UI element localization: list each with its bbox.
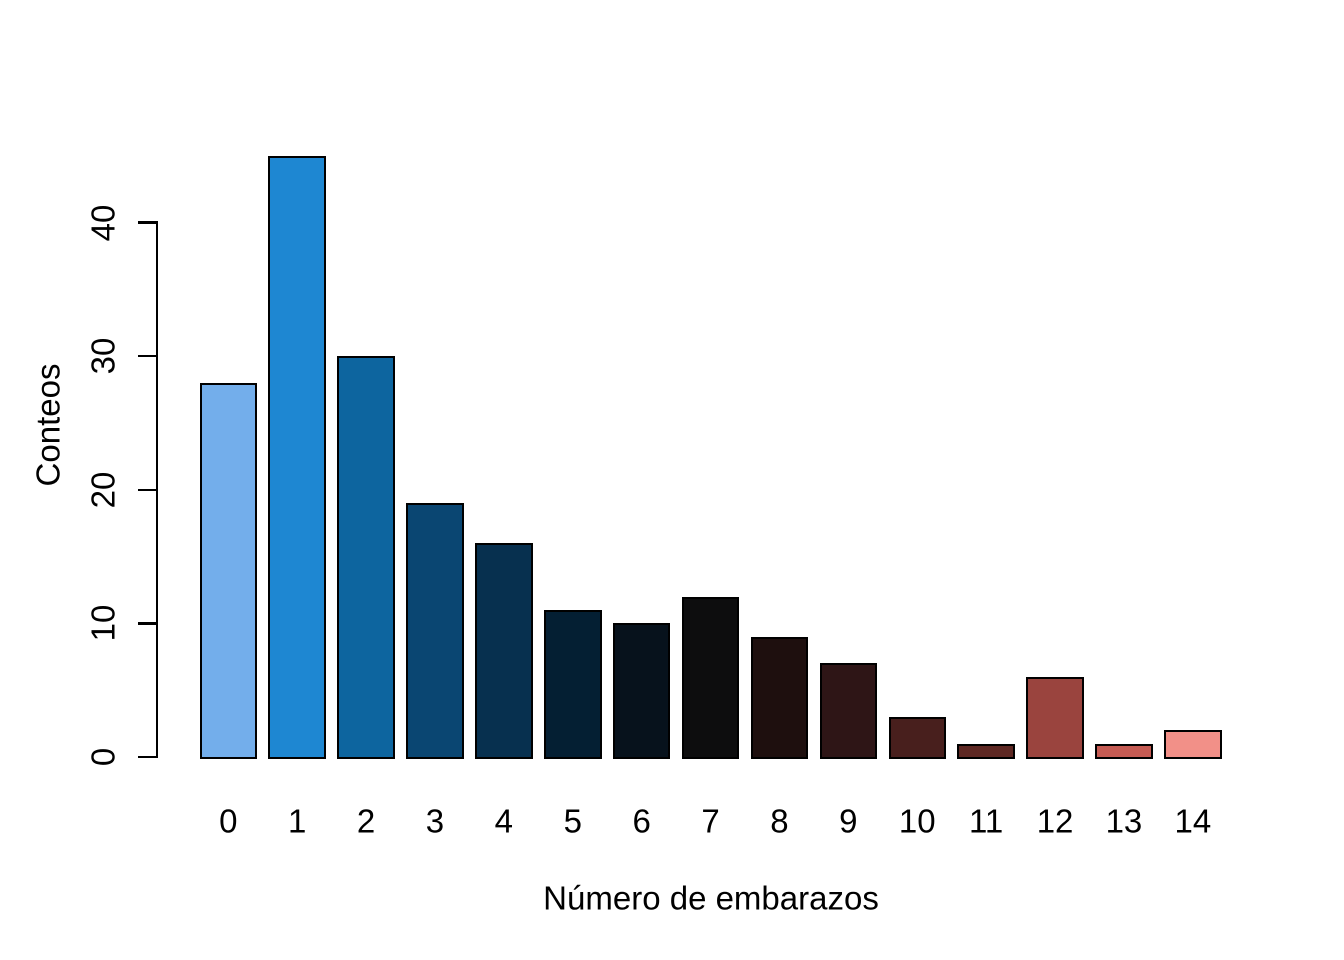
x-tick-label: 11: [969, 802, 1004, 840]
y-tick: [137, 755, 156, 759]
bar: [1095, 743, 1153, 760]
bar: [750, 636, 809, 760]
bar: [1164, 730, 1222, 760]
x-tick-label: 0: [219, 802, 238, 840]
bar: [819, 663, 878, 760]
y-tick: [137, 622, 156, 625]
y-tick: [137, 221, 156, 224]
x-tick-label: 10: [898, 802, 936, 840]
x-tick-label: 14: [1174, 802, 1212, 840]
bar: [199, 382, 257, 760]
bar: [957, 743, 1015, 760]
y-tick-label: 30: [84, 337, 122, 375]
x-tick-label: 8: [770, 802, 789, 840]
x-tick-label: 1: [287, 802, 307, 840]
x-tick-label: 3: [425, 802, 445, 840]
bar: [681, 596, 740, 760]
y-tick-label: 0: [84, 747, 122, 767]
x-tick-label: 5: [563, 802, 582, 840]
bar: [1026, 676, 1084, 760]
x-tick-label: 9: [839, 802, 858, 840]
y-tick-label: 20: [84, 471, 122, 509]
x-tick-label: 4: [494, 802, 514, 840]
bar: [544, 610, 602, 760]
x-tick-label: 13: [1105, 802, 1143, 840]
y-axis-line: [155, 221, 158, 759]
bar: [888, 716, 946, 760]
y-axis-title: Conteos: [29, 363, 67, 487]
y-tick: [137, 488, 156, 492]
x-tick-label: 7: [701, 802, 720, 840]
bar: [406, 503, 464, 760]
x-tick-label: 6: [632, 802, 651, 840]
bar: [612, 623, 671, 760]
y-tick-label: 40: [84, 204, 122, 241]
x-tick-label: 12: [1036, 802, 1074, 840]
x-tick-label: 2: [356, 802, 376, 840]
bar: [268, 155, 326, 760]
bar: [337, 356, 395, 760]
bar: [475, 543, 533, 760]
x-axis-title: Número de embarazos: [543, 879, 879, 917]
y-tick-label: 10: [84, 605, 122, 642]
y-tick: [137, 354, 156, 358]
